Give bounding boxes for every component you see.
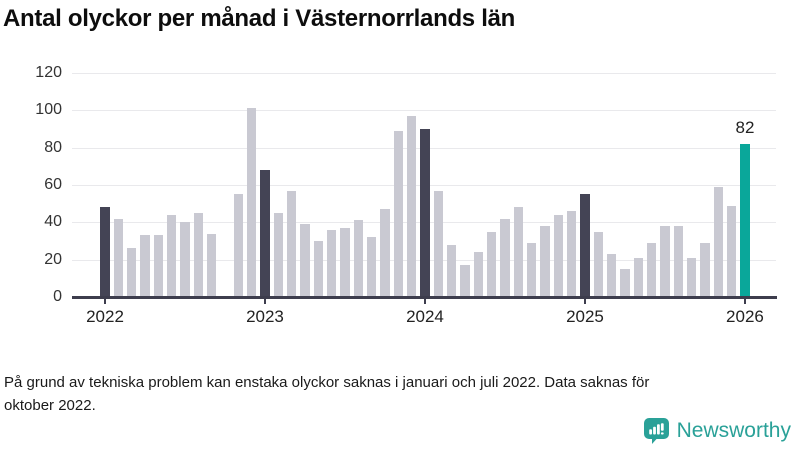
y-axis-label-0: 0 [53, 288, 62, 305]
bar-2023-09 [366, 237, 377, 297]
bar-2024-04 [460, 265, 470, 297]
gridline-120 [72, 73, 776, 74]
bar-2022-02 [113, 218, 124, 297]
bar-2023-06 [326, 229, 337, 297]
y-axis-label-100: 100 [35, 101, 62, 119]
bar-2023-04 [300, 224, 310, 297]
x-axis-label-2026: 2026 [726, 307, 764, 326]
x-axis-line [72, 296, 777, 299]
bar-2026-01 [740, 143, 750, 297]
bar-2025-08 [673, 226, 684, 297]
bar-2025-02 [593, 231, 604, 297]
bar-2024-11 [553, 214, 564, 297]
y-axis-label-40: 40 [44, 213, 62, 231]
bar-2023-08 [353, 220, 364, 297]
bar-2025-11 [713, 186, 724, 297]
bar-2024-07 [500, 218, 510, 297]
brand-name: Newsworthy [676, 418, 791, 442]
y-axis-label-20: 20 [44, 250, 62, 268]
bar-2022-09 [206, 233, 217, 297]
x-axis-tick-2023 [263, 298, 267, 304]
bar-2024-02 [433, 190, 444, 297]
x-axis-tick-2026 [743, 298, 747, 304]
bar-2025-10 [700, 242, 710, 297]
bar-2025-03 [606, 254, 617, 297]
plot-area [72, 73, 776, 297]
x-axis-label-2022: 2022 [86, 307, 124, 326]
bar-2024-09 [526, 242, 537, 297]
bar-2023-10 [380, 209, 390, 297]
bar-2022-03 [126, 248, 137, 297]
bar-2023-07 [340, 227, 350, 297]
y-axis-label-120: 120 [35, 64, 62, 81]
bar-2025-07 [660, 226, 670, 297]
bar-2022-07 [180, 222, 190, 297]
y-axis-label-60: 60 [44, 176, 62, 193]
bar-2023-11 [393, 130, 404, 297]
bar-2024-10 [540, 226, 550, 297]
brand-logo: Newsworthy [643, 417, 791, 444]
bar-2023-02 [273, 213, 284, 297]
highlight-value-label: 82 [735, 117, 755, 137]
bar-2024-12 [566, 211, 577, 297]
bar-2024-05 [473, 252, 484, 297]
bar-2025-01 [580, 194, 590, 297]
bar-2023-12 [406, 115, 417, 297]
x-axis-tick-2025 [583, 298, 587, 304]
bar-2024-03 [446, 244, 457, 297]
bar-2022-06 [166, 214, 177, 297]
x-axis-tick-2022 [103, 298, 107, 304]
chart-title: Antal olyckor per månad i Västernorrland… [3, 5, 515, 32]
gridline-100 [72, 110, 776, 112]
bar-2024-01 [420, 129, 430, 297]
bar-2023-03 [286, 190, 297, 297]
bar-2022-08 [193, 213, 204, 297]
bar-2024-06 [486, 231, 497, 297]
bar-2022-01 [100, 207, 110, 297]
y-axis-label-80: 80 [44, 138, 62, 156]
bar-2022-05 [153, 235, 164, 297]
bar-chart-speech-bubble-icon [643, 417, 670, 444]
x-axis-label-2023: 2023 [246, 307, 284, 326]
x-axis-tick-2024 [423, 298, 427, 304]
bar-2022-12 [246, 108, 257, 297]
bar-2025-04 [620, 269, 630, 297]
bar-2025-09 [686, 257, 697, 297]
bar-2023-01 [260, 170, 270, 297]
bar-2025-05 [633, 257, 644, 297]
bar-2023-05 [313, 241, 324, 297]
bar-2022-04 [140, 235, 150, 297]
bar-2024-08 [513, 207, 524, 297]
bar-2025-12 [726, 205, 737, 297]
x-axis-label-2024: 2024 [406, 307, 444, 326]
footnote-text: På grund av tekniska problem kan enstaka… [4, 374, 650, 415]
bar-2025-06 [646, 242, 657, 297]
x-axis-label-2025: 2025 [566, 307, 604, 326]
bar-2022-11 [233, 194, 244, 297]
